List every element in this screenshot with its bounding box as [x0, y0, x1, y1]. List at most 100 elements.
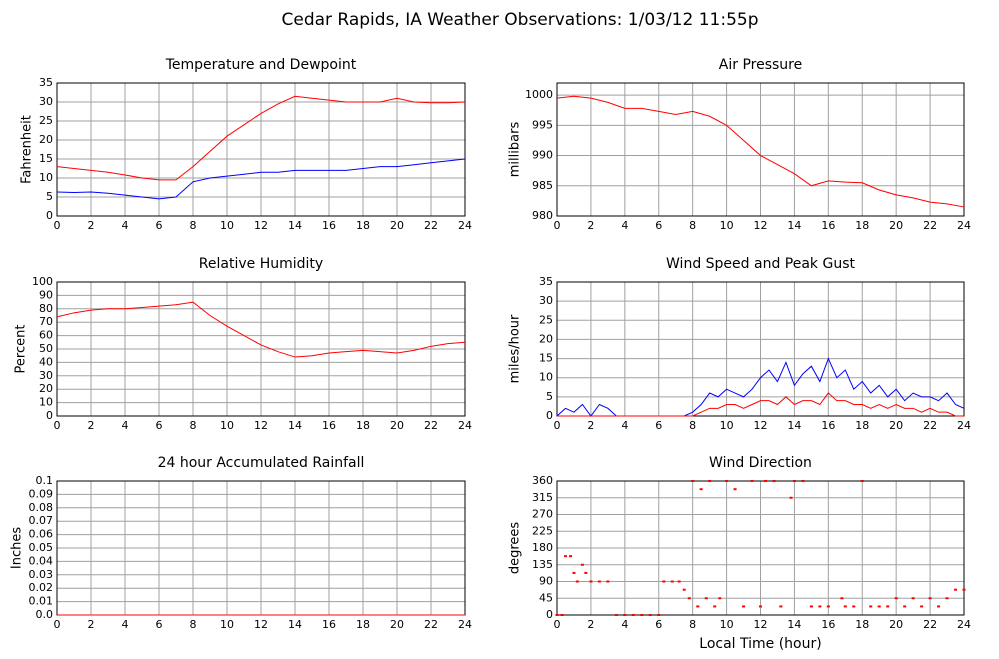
data-point: [696, 605, 700, 608]
data-point: [648, 614, 652, 616]
y-axis-label: Inches: [10, 527, 25, 569]
data-line: [556, 95, 965, 208]
data-point: [631, 614, 635, 616]
data-line: [557, 392, 964, 417]
y-tick-label: 0.08: [29, 501, 54, 514]
x-tick-label: 18: [855, 219, 869, 232]
data-point: [733, 488, 737, 491]
x-tick-label: 6: [655, 618, 662, 631]
y-tick-label: 90: [39, 288, 53, 301]
x-tick-label: 8: [689, 219, 696, 232]
x-tick-label: 8: [190, 419, 197, 432]
y-tick-label: 10: [539, 371, 553, 384]
x-tick-label: 22: [424, 419, 438, 432]
x-tick-label: 6: [655, 419, 662, 432]
x-tick-label: 20: [889, 618, 903, 631]
data-point: [708, 480, 712, 482]
data-point: [789, 496, 793, 499]
data-point: [779, 605, 783, 608]
x-tick-label: 14: [288, 419, 302, 432]
x-tick-label: 20: [390, 618, 404, 631]
y-tick-label: 15: [39, 152, 53, 165]
data-point: [818, 605, 822, 608]
x-tick-label: 4: [621, 219, 628, 232]
y-tick-label: 0.09: [29, 487, 54, 500]
data-point: [563, 555, 567, 558]
y-tick-label: 50: [39, 342, 53, 355]
plot-border: [56, 82, 466, 217]
chart-title: Air Pressure: [719, 57, 802, 73]
data-point: [911, 597, 915, 600]
data-point: [657, 614, 661, 616]
y-tick-label: 20: [39, 382, 53, 395]
x-tick-label: 22: [424, 618, 438, 631]
data-point: [713, 605, 717, 608]
data-point: [869, 605, 873, 608]
chart-title: Relative Humidity: [199, 256, 323, 272]
data-point: [704, 597, 708, 600]
data-point: [826, 605, 830, 608]
x-tick-label: 4: [122, 419, 129, 432]
data-point: [555, 614, 559, 616]
data-point: [718, 597, 722, 600]
x-tick-label: 2: [587, 419, 594, 432]
x-tick-label: 8: [689, 419, 696, 432]
x-tick-label: 6: [156, 618, 163, 631]
x-tick-label: 12: [254, 219, 268, 232]
y-tick-label: 40: [39, 355, 53, 368]
x-tick-label: 12: [254, 419, 268, 432]
data-point: [764, 480, 768, 482]
chart-title: Wind Direction: [709, 455, 812, 471]
data-point: [699, 488, 703, 491]
x-tick-label: 16: [821, 219, 835, 232]
y-tick-label: 0.07: [29, 514, 54, 527]
data-point: [920, 605, 924, 608]
y-tick-label: 5: [46, 190, 53, 203]
data-line: [56, 301, 466, 358]
x-tick-label: 20: [390, 419, 404, 432]
y-tick-label: 1000: [525, 88, 553, 101]
x-tick-label: 2: [587, 219, 594, 232]
data-point: [840, 597, 844, 600]
x-tick-label: 24: [957, 419, 971, 432]
x-tick-label: 10: [720, 219, 734, 232]
data-point: [809, 605, 813, 608]
data-line: [56, 158, 466, 200]
y-tick-label: 5: [546, 390, 553, 403]
data-point: [725, 480, 729, 482]
x-tick-label: 10: [720, 419, 734, 432]
y-tick-label: 70: [39, 315, 53, 328]
x-tick-label: 10: [220, 419, 234, 432]
data-point: [687, 597, 691, 600]
x-tick-label: 22: [923, 219, 937, 232]
data-point: [584, 571, 588, 574]
y-tick-label: 0.01: [29, 595, 54, 608]
data-point: [759, 605, 762, 608]
x-tick-label: 4: [122, 219, 129, 232]
x-tick-label: 6: [655, 219, 662, 232]
data-point: [623, 614, 627, 616]
x-tick-label: 6: [156, 219, 163, 232]
data-point: [894, 597, 898, 600]
y-tick-label: 0: [546, 608, 553, 621]
data-point: [903, 605, 907, 608]
x-tick-label: 4: [621, 618, 628, 631]
x-tick-label: 0: [554, 419, 561, 432]
y-tick-label: 0.03: [29, 568, 54, 581]
y-tick-label: 0: [546, 409, 553, 422]
data-point: [589, 580, 593, 583]
plot-border: [556, 480, 965, 616]
y-tick-label: 90: [539, 575, 553, 588]
x-tick-label: 2: [88, 219, 95, 232]
x-tick-label: 16: [821, 419, 835, 432]
y-tick-label: 100: [32, 275, 53, 288]
y-tick-label: 35: [39, 76, 53, 89]
x-tick-label: 10: [220, 219, 234, 232]
y-tick-label: 270: [532, 508, 553, 521]
x-tick-label: 22: [923, 618, 937, 631]
y-tick-label: 45: [539, 591, 553, 604]
x-tick-label: 14: [787, 419, 801, 432]
